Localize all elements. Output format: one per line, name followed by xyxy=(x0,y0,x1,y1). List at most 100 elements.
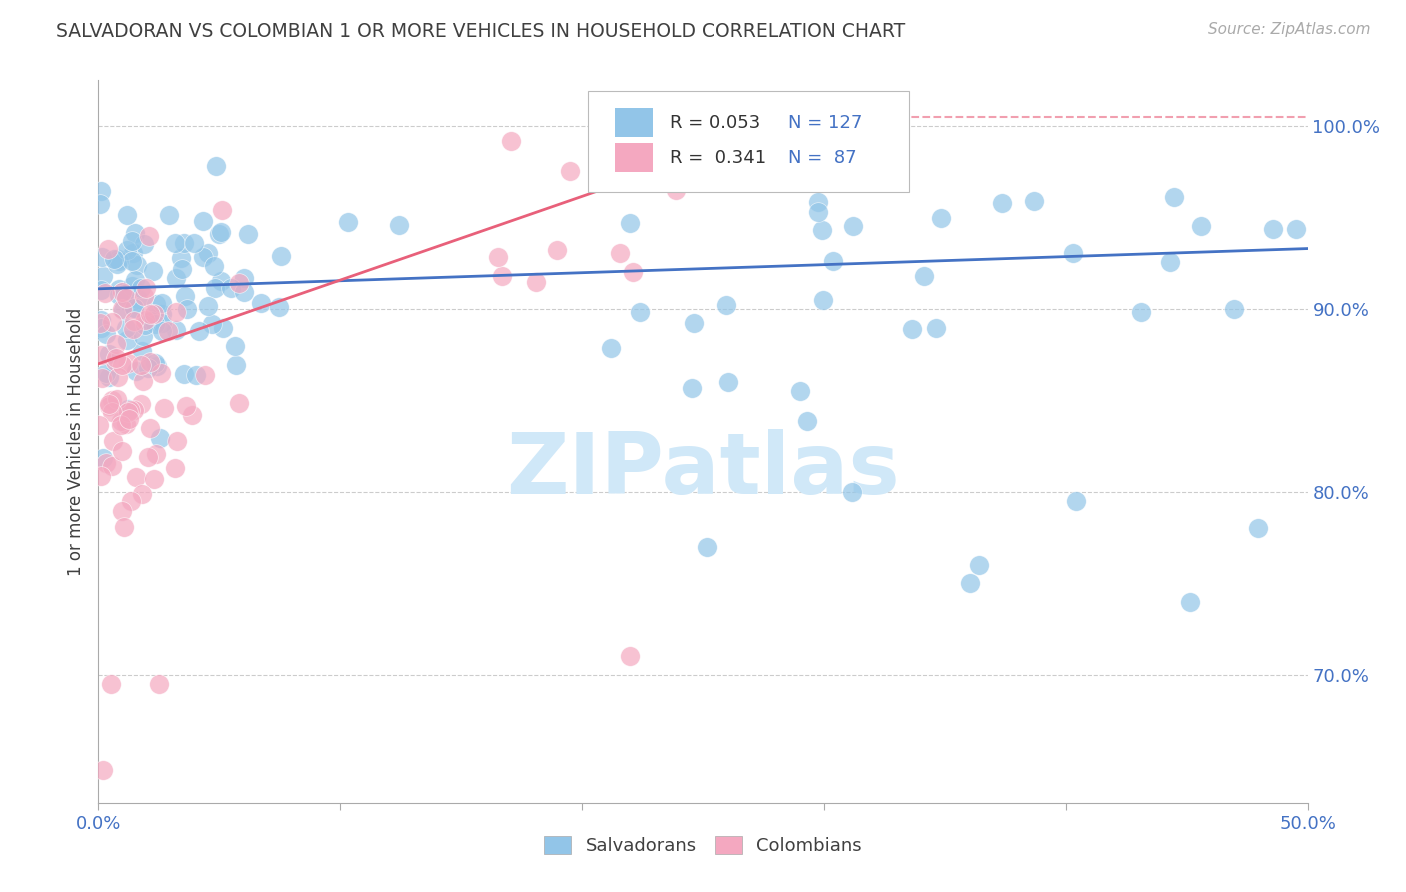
Point xyxy=(714,298,737,312)
Point xyxy=(115,208,138,222)
Point xyxy=(112,302,135,317)
Point xyxy=(188,324,211,338)
Point xyxy=(250,296,273,310)
Point xyxy=(233,270,256,285)
Point xyxy=(191,214,214,228)
Point xyxy=(789,384,811,399)
Point xyxy=(104,353,127,368)
Point xyxy=(101,405,124,419)
Point xyxy=(122,301,145,315)
Point xyxy=(121,254,143,268)
Point xyxy=(619,101,641,115)
Point xyxy=(174,399,197,413)
Point xyxy=(111,285,134,300)
Text: ZIPatlas: ZIPatlas xyxy=(506,429,900,512)
Point xyxy=(98,347,121,361)
Point xyxy=(205,159,228,173)
Point xyxy=(152,401,174,415)
Point xyxy=(267,300,290,314)
Point xyxy=(486,251,509,265)
Point xyxy=(136,450,159,464)
Point xyxy=(127,259,149,273)
Point xyxy=(129,396,152,410)
Point xyxy=(91,763,114,777)
Point xyxy=(337,215,360,229)
Point xyxy=(165,460,187,475)
Point xyxy=(121,322,143,336)
Point xyxy=(1180,594,1202,608)
Point xyxy=(100,458,122,473)
Point xyxy=(96,457,118,471)
Point xyxy=(94,327,117,342)
Point xyxy=(560,163,582,178)
Point xyxy=(792,153,814,167)
Point xyxy=(143,472,166,486)
Point xyxy=(115,333,138,347)
Point xyxy=(139,420,162,434)
Point xyxy=(108,282,131,296)
Point xyxy=(1247,521,1270,535)
Point xyxy=(166,434,188,448)
Point xyxy=(628,305,651,319)
Point xyxy=(129,281,152,295)
Point xyxy=(90,184,112,198)
Point xyxy=(208,227,231,242)
Point xyxy=(145,447,167,461)
Point xyxy=(609,245,631,260)
Point xyxy=(821,254,844,268)
Point xyxy=(682,316,704,330)
Point xyxy=(110,414,132,428)
Text: Source: ZipAtlas.com: Source: ZipAtlas.com xyxy=(1208,22,1371,37)
Point xyxy=(149,432,172,446)
Point xyxy=(912,269,935,284)
Point xyxy=(150,316,173,330)
Point xyxy=(104,351,127,365)
Point xyxy=(967,558,990,572)
Point xyxy=(127,292,149,306)
Point xyxy=(94,366,117,380)
Point xyxy=(131,329,153,343)
Point xyxy=(91,268,114,283)
Point xyxy=(621,265,644,279)
Point xyxy=(107,254,129,268)
Legend: Salvadorans, Colombians: Salvadorans, Colombians xyxy=(537,829,869,863)
Point xyxy=(134,318,156,332)
Point xyxy=(105,336,128,351)
Point xyxy=(176,302,198,317)
Point xyxy=(631,138,654,153)
Point xyxy=(209,274,232,288)
Point xyxy=(696,540,718,554)
Point xyxy=(1285,222,1308,236)
Point xyxy=(173,367,195,381)
Point xyxy=(174,289,197,303)
Point xyxy=(388,218,411,232)
Point xyxy=(1223,301,1246,316)
Point xyxy=(183,235,205,250)
FancyBboxPatch shape xyxy=(588,91,908,193)
Point xyxy=(125,469,148,483)
Point xyxy=(97,242,120,256)
Point xyxy=(115,417,138,431)
Point xyxy=(524,275,547,289)
Point xyxy=(959,576,981,591)
Point xyxy=(87,417,110,432)
Point xyxy=(90,371,112,385)
Point xyxy=(224,339,246,353)
Point xyxy=(150,324,173,338)
Point xyxy=(138,229,160,244)
Point xyxy=(228,395,250,409)
Point xyxy=(112,520,135,534)
Point xyxy=(107,288,129,302)
Point xyxy=(139,307,162,321)
Point xyxy=(146,359,169,373)
Point xyxy=(991,196,1014,211)
Point xyxy=(212,321,235,335)
Point xyxy=(842,219,865,234)
Point xyxy=(90,312,112,326)
Point xyxy=(219,281,242,295)
Point xyxy=(499,134,522,148)
Point xyxy=(120,494,142,508)
Point xyxy=(619,649,641,664)
Point xyxy=(640,160,662,174)
Point xyxy=(131,487,153,501)
